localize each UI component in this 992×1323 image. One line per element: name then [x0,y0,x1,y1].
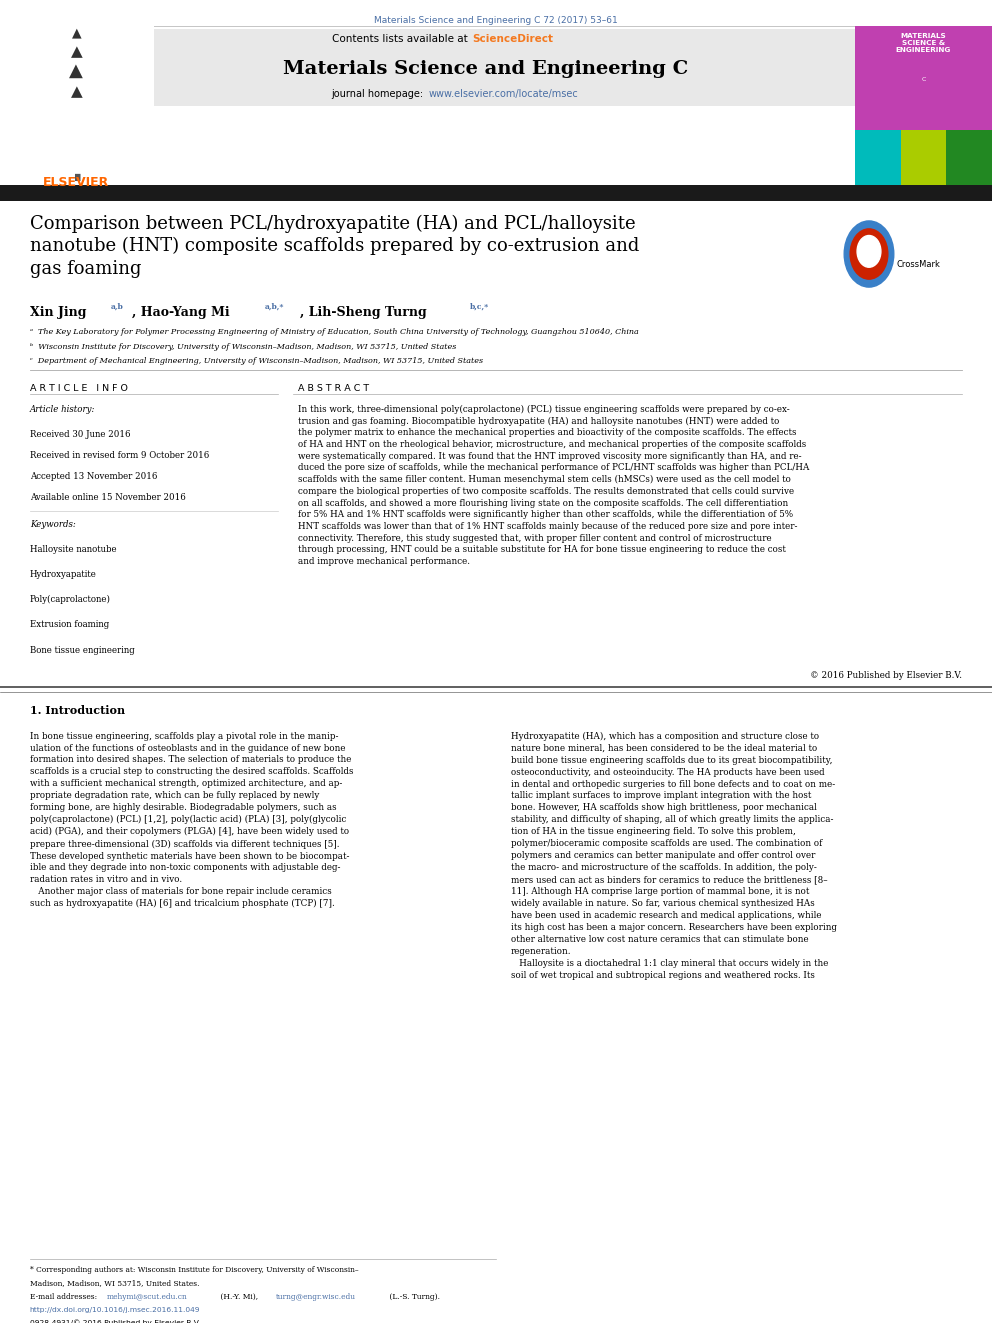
Text: 0928-4931/© 2016 Published by Elsevier B.V.: 0928-4931/© 2016 Published by Elsevier B… [30,1319,200,1323]
Text: Madison, Madison, WI 53715, United States.: Madison, Madison, WI 53715, United State… [30,1279,199,1287]
Text: a,b,*: a,b,* [265,303,285,311]
Text: C: C [922,77,926,82]
Text: █: █ [73,175,79,181]
Text: Poly(caprolactone): Poly(caprolactone) [30,595,111,605]
Text: MATERIALS
SCIENCE &
ENGINEERING: MATERIALS SCIENCE & ENGINEERING [896,33,951,53]
Text: ▲: ▲ [71,26,81,40]
Text: CrossMark: CrossMark [897,261,940,269]
Text: (L.-S. Turng).: (L.-S. Turng). [387,1293,439,1301]
Text: ▲: ▲ [70,45,82,60]
Text: * Corresponding authors at: Wisconsin Institute for Discovery, University of Wis: * Corresponding authors at: Wisconsin In… [30,1266,358,1274]
Text: ▲: ▲ [70,85,82,99]
Text: , Hao-Yang Mi: , Hao-Yang Mi [132,306,234,319]
Text: Xin Jing: Xin Jing [30,306,90,319]
Text: turng@engr.wisc.edu: turng@engr.wisc.edu [276,1293,356,1301]
Text: Extrusion foaming: Extrusion foaming [30,620,109,630]
FancyBboxPatch shape [0,29,992,106]
Text: Halloysite nanotube: Halloysite nanotube [30,545,116,554]
Text: A R T I C L E   I N F O: A R T I C L E I N F O [30,384,128,393]
Text: a,b: a,b [111,303,124,311]
Text: Contents lists available at: Contents lists available at [332,34,471,45]
Text: b,c,*: b,c,* [470,303,489,311]
FancyBboxPatch shape [946,130,992,185]
Text: E-mail addresses:: E-mail addresses: [30,1293,99,1301]
Text: © 2016 Published by Elsevier B.V.: © 2016 Published by Elsevier B.V. [810,671,962,680]
Text: In this work, three-dimensional poly(caprolactone) (PCL) tissue engineering scaf: In this work, three-dimensional poly(cap… [298,405,808,566]
Text: www.elsevier.com/locate/msec: www.elsevier.com/locate/msec [429,89,578,99]
Text: (H.-Y. Mi),: (H.-Y. Mi), [218,1293,261,1301]
Text: ELSEVIER: ELSEVIER [44,176,109,189]
Text: 1. Introduction: 1. Introduction [30,705,125,716]
Text: A B S T R A C T: A B S T R A C T [298,384,369,393]
FancyBboxPatch shape [0,26,154,185]
Text: Materials Science and Engineering C: Materials Science and Engineering C [284,60,688,78]
FancyBboxPatch shape [901,130,946,185]
FancyBboxPatch shape [0,185,992,201]
Circle shape [844,221,894,287]
Text: Materials Science and Engineering C 72 (2017) 53–61: Materials Science and Engineering C 72 (… [374,16,618,25]
Text: ᵃ  The Key Laboratory for Polymer Processing Engineering of Ministry of Educatio: ᵃ The Key Laboratory for Polymer Process… [30,328,639,336]
Text: , Lih-Sheng Turng: , Lih-Sheng Turng [300,306,431,319]
Text: journal homepage:: journal homepage: [331,89,427,99]
Text: Comparison between PCL/hydroxyapatite (HA) and PCL/halloysite
nanotube (HNT) com: Comparison between PCL/hydroxyapatite (H… [30,214,639,278]
Text: In bone tissue engineering, scaffolds play a pivotal role in the manip-
ulation : In bone tissue engineering, scaffolds pl… [30,732,353,909]
Text: Bone tissue engineering: Bone tissue engineering [30,646,135,655]
Text: Article history:: Article history: [30,405,95,414]
Text: mehymi@scut.edu.cn: mehymi@scut.edu.cn [107,1293,187,1301]
Text: Accepted 13 November 2016: Accepted 13 November 2016 [30,472,157,482]
FancyBboxPatch shape [855,26,992,185]
Text: Keywords:: Keywords: [30,520,75,529]
Text: ᶜ  Department of Mechanical Engineering, University of Wisconsin–Madison, Madiso: ᶜ Department of Mechanical Engineering, … [30,357,483,365]
Text: Received in revised form 9 October 2016: Received in revised form 9 October 2016 [30,451,209,460]
Circle shape [857,235,881,267]
Circle shape [850,229,888,279]
Text: Hydroxyapatite: Hydroxyapatite [30,570,96,579]
FancyBboxPatch shape [855,130,901,185]
Text: Hydroxyapatite (HA), which has a composition and structure close to
nature bone : Hydroxyapatite (HA), which has a composi… [511,732,837,979]
Text: ᵇ  Wisconsin Institute for Discovery, University of Wisconsin–Madison, Madison, : ᵇ Wisconsin Institute for Discovery, Uni… [30,343,456,351]
Text: http://dx.doi.org/10.1016/j.msec.2016.11.049: http://dx.doi.org/10.1016/j.msec.2016.11… [30,1307,200,1314]
Text: Received 30 June 2016: Received 30 June 2016 [30,430,130,439]
Text: ▲: ▲ [69,61,83,79]
Text: ScienceDirect: ScienceDirect [472,34,554,45]
Text: Available online 15 November 2016: Available online 15 November 2016 [30,493,186,503]
